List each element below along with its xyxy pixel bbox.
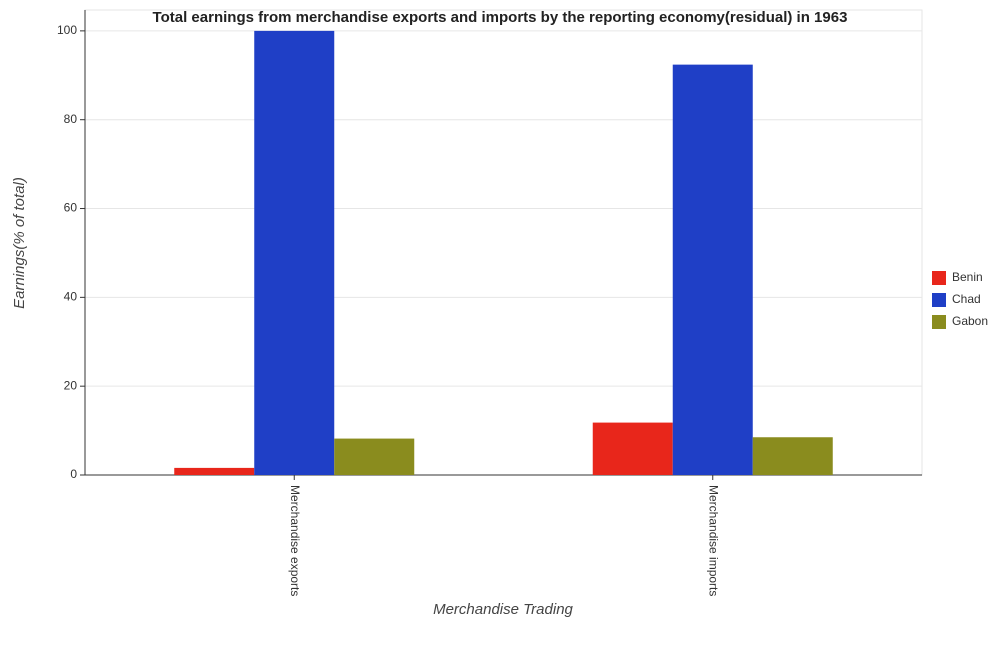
legend-swatch [932,293,946,307]
bar [254,30,335,475]
y-axis-label: Earnings(% of total) [11,177,28,309]
legend-label: Chad [952,292,981,306]
y-tick-label: 0 [70,467,77,481]
chart-title: Total earnings from merchandise exports … [153,9,848,26]
legend-swatch [932,271,946,285]
bar [752,437,833,475]
legend-swatch [932,315,946,329]
y-tick-label: 80 [64,112,78,126]
bar [174,467,255,475]
x-tick-label: Merchandise imports [707,485,721,596]
legend-label: Gabon [952,314,988,328]
x-axis-label: Merchandise Trading [433,601,573,618]
y-tick-label: 40 [64,290,78,304]
bar [672,64,753,476]
bar [592,422,673,475]
bar [334,438,415,475]
y-tick-label: 20 [64,378,78,392]
y-tick-label: 60 [64,201,78,215]
y-tick-label: 100 [57,23,77,37]
plot-area [84,9,923,476]
x-tick-label: Merchandise exports [288,485,302,596]
legend-label: Benin [952,270,983,284]
